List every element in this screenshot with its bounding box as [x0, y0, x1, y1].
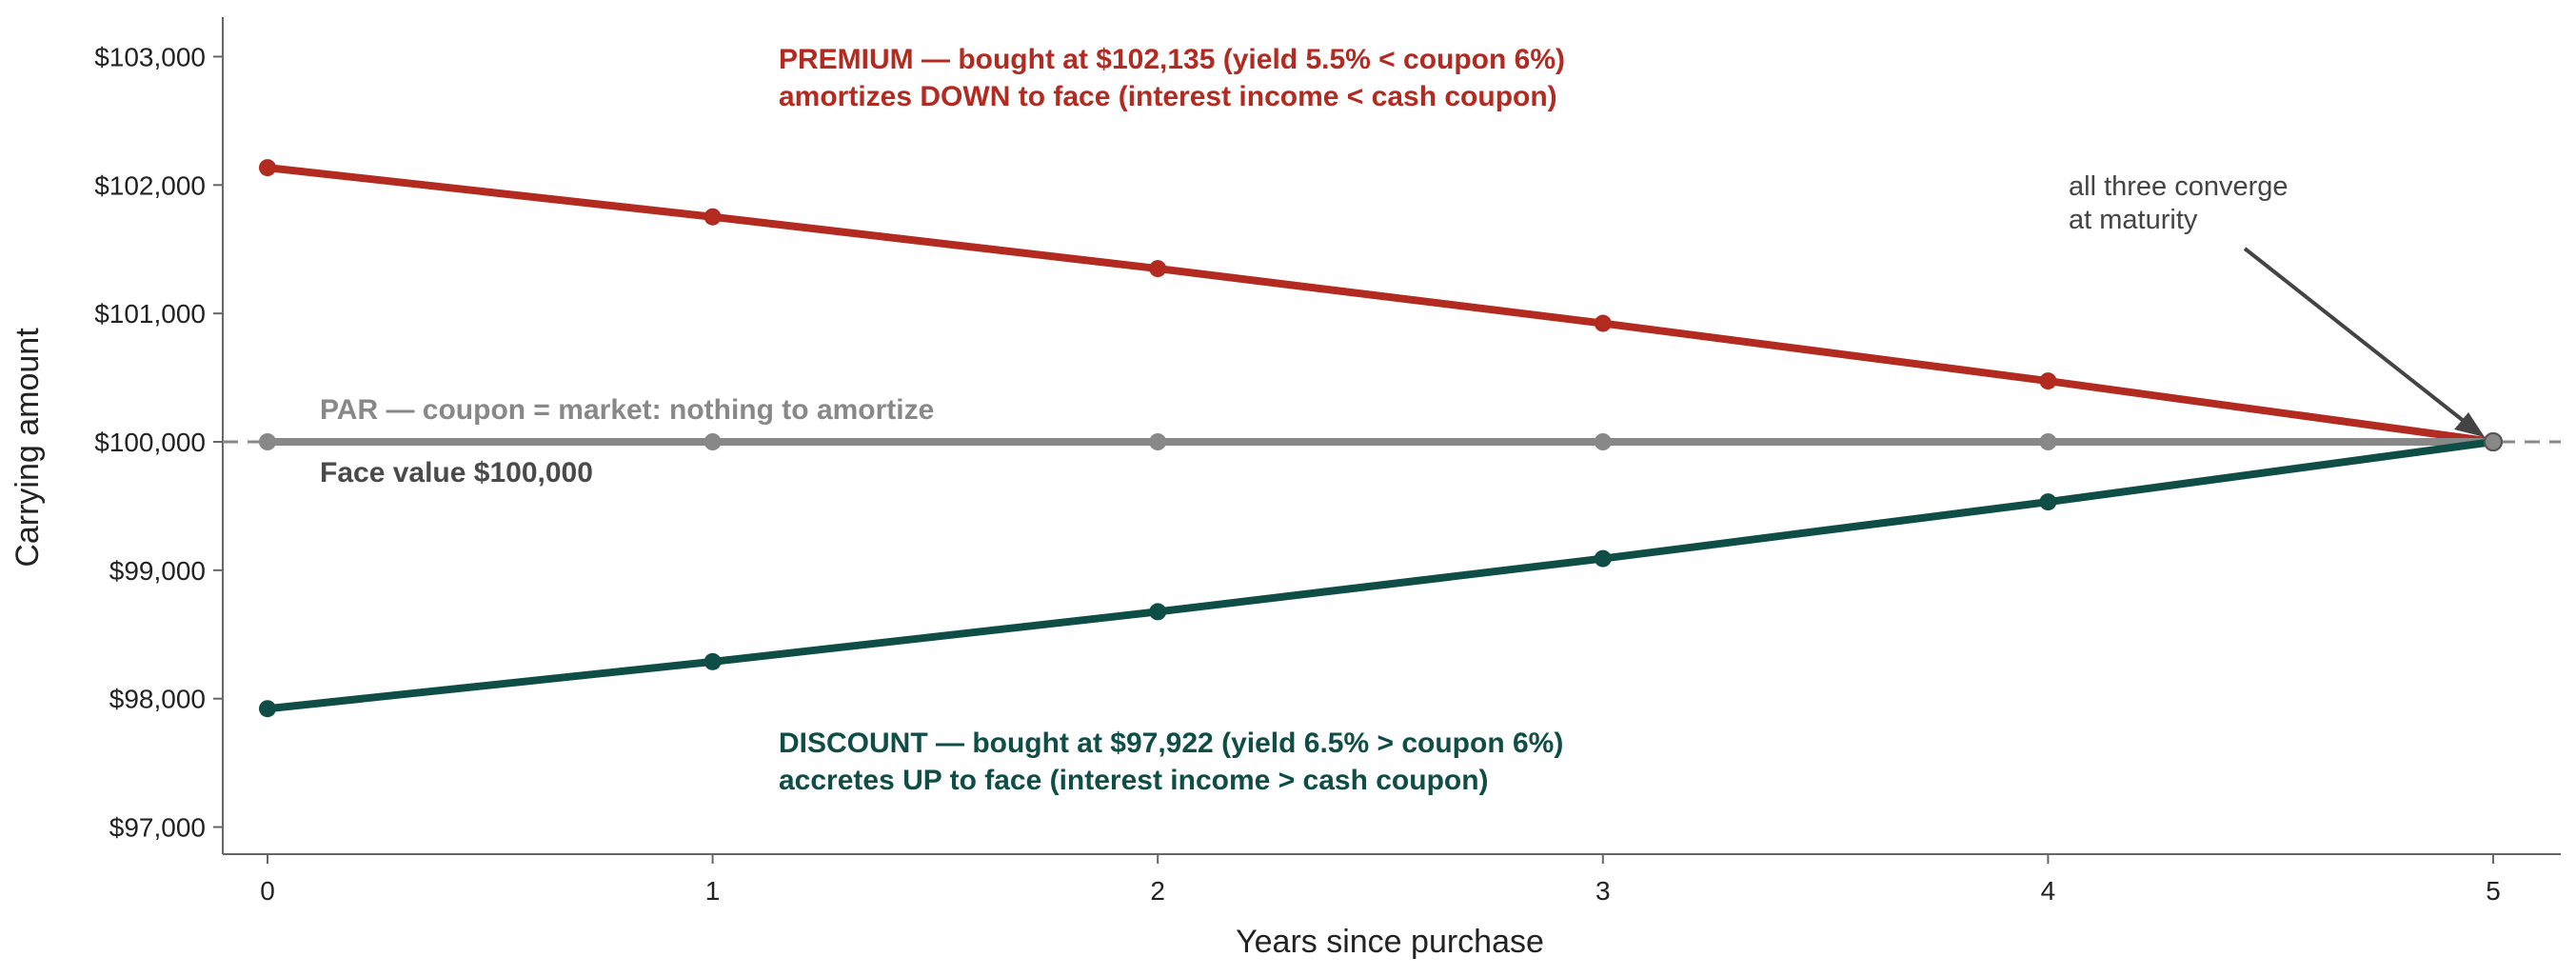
premium-point: [1594, 314, 1612, 332]
par-series: [259, 432, 2503, 451]
y-tick-label: $100,000: [94, 428, 206, 457]
discount-annotation-line2: accretes UP to face (interest income > c…: [779, 765, 1489, 796]
par-point: [259, 433, 276, 450]
converge-annotation-line2: at maturity: [2069, 205, 2198, 235]
x-tick-label: 1: [705, 876, 721, 906]
par-point: [1149, 433, 1167, 450]
discount-series: [259, 432, 2503, 718]
premium-point: [259, 159, 276, 177]
y-ticks: $97,000 $98,000 $99,000 $100,000 $101,000 $10…: [94, 42, 223, 843]
premium-annotation: PREMIUM — bought at $102,135 (yield 5.5%…: [779, 44, 1565, 112]
x-tick-label: 0: [260, 876, 275, 906]
discount-annotation: DISCOUNT — bought at $97,922 (yield 6.5%…: [779, 728, 1563, 796]
discount-series-line: [264, 438, 2497, 713]
y-tick-label: $99,000: [109, 556, 206, 586]
x-ticks: 0 1 2 3 4 5: [260, 854, 2501, 906]
discount-point: [1149, 603, 1167, 621]
discount-point: [703, 652, 722, 670]
par-annotation: PAR — coupon = market: nothing to amorti…: [320, 394, 934, 426]
y-tick-label: $101,000: [94, 299, 206, 329]
x-tick-label: 5: [2486, 876, 2501, 906]
converge-annotation: all three converge at maturity: [2069, 171, 2485, 437]
y-axis-title: Carrying amount: [10, 328, 46, 568]
y-tick-label: $98,000: [109, 685, 206, 714]
axes: [222, 17, 2561, 855]
premium-point: [1149, 260, 1167, 278]
series-group: [259, 159, 2503, 718]
discount-point: [259, 700, 276, 718]
discount-point: [1594, 549, 1612, 568]
par-point: [1594, 433, 1612, 450]
par-point: [2039, 433, 2057, 450]
converge-arrow-shaft: [2243, 247, 2475, 430]
converge-annotation-line1: all three converge: [2069, 171, 2289, 202]
x-tick-label: 4: [2041, 876, 2056, 906]
converge-arrow-head-icon: [2454, 412, 2485, 437]
premium-point: [703, 208, 722, 226]
par-point: [703, 433, 722, 450]
face-value-annotation: Face value $100,000: [320, 457, 593, 488]
premium-annotation-line1: PREMIUM — bought at $102,135 (yield 5.5%…: [779, 44, 1565, 75]
discount-annotation-line1: DISCOUNT — bought at $97,922 (yield 6.5%…: [779, 728, 1563, 759]
y-tick-label: $97,000: [109, 813, 206, 843]
premium-point: [2039, 372, 2057, 390]
x-axis-title: Years since purchase: [1236, 924, 1544, 960]
premium-series-line: [264, 164, 2497, 446]
x-tick-label: 2: [1150, 876, 1165, 906]
discount-point: [2039, 493, 2057, 511]
premium-annotation-line2: amortizes DOWN to face (interest income …: [779, 81, 1557, 112]
discount-point: [2484, 432, 2503, 451]
y-tick-label: $102,000: [94, 170, 206, 200]
x-tick-label: 3: [1595, 876, 1611, 906]
y-tick-label: $103,000: [94, 42, 206, 71]
